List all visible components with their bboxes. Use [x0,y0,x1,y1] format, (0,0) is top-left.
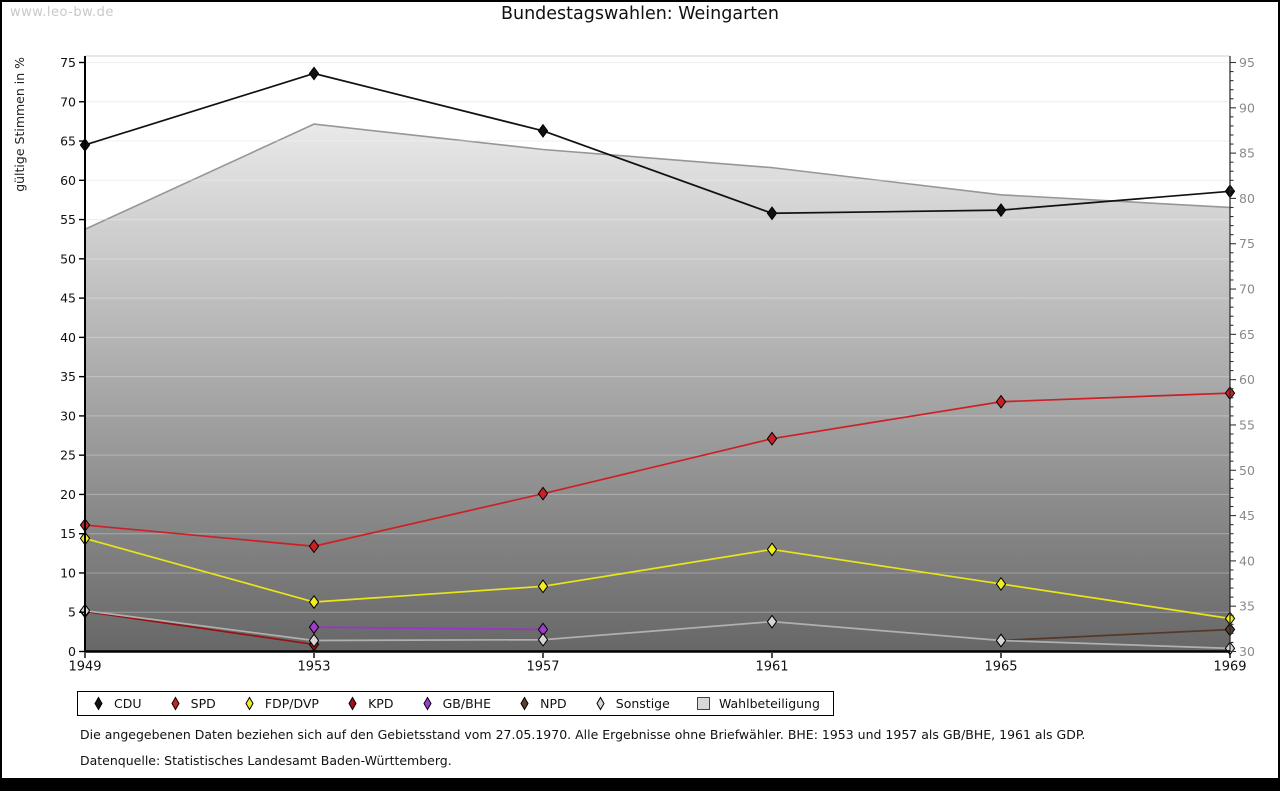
y-left-tick-label: 20 [60,487,76,502]
x-tick-label: 1969 [1213,660,1246,675]
y-right-tick-label: 50 [1239,463,1255,478]
chart-legend: CDU SPD FDP/DVP KPD GB/BHE NPD Sonstige Wahlbet… [77,691,834,716]
watermark: www.leo-bw.de [10,5,114,20]
legend-label: Wahlbeteiligung [718,696,820,711]
y-right-tick-label: 80 [1239,191,1255,206]
legend-item-fdp-dvp: FDP/DVP [242,696,319,711]
legend-label: GB/BHE [442,696,491,711]
footnote-datenquelle: Datenquelle: Statistisches Landesamt Bad… [80,753,452,768]
y-left-tick-label: 65 [60,134,76,149]
y-left-tick-label: 55 [60,212,76,227]
legend-item-npd: NPD [517,696,567,711]
y-left-tick-label: 50 [60,251,76,266]
y-left-tick-label: 40 [60,330,76,345]
legend-diamond-marker [94,696,103,711]
legend-label: Sonstige [615,696,670,711]
legend-item-spd: SPD [168,696,216,711]
x-tick-label: 1965 [984,660,1017,675]
series-line-wahlbeteiligung [84,123,1231,230]
legend-label: SPD [190,696,216,711]
y-right-tick-label: 95 [1239,55,1255,70]
y-left-tick-label: 70 [60,94,76,109]
y-left-tick-label: 25 [60,448,76,463]
y-right-tick-label: 75 [1239,236,1255,251]
legend-diamond-marker [348,696,357,711]
legend-square-marker [696,697,710,710]
y-right-tick-label: 90 [1239,100,1255,115]
series-spd [79,386,1236,554]
y-left-tick-label: 60 [60,173,76,188]
y-right-tick-label: 30 [1239,644,1255,659]
legend-label: CDU [114,696,142,711]
footnote-gebietsstand: Die angegebenen Daten beziehen sich auf … [80,727,1086,742]
y-left-tick-label: 30 [60,408,76,423]
y-left-tick-label: 0 [68,644,76,659]
y-right-tick-label: 40 [1239,553,1255,568]
legend-item-gb-bhe: GB/BHE [420,696,491,711]
y-right-tick-label: 60 [1239,372,1255,387]
y-right-tick-label: 35 [1239,599,1255,614]
legend-diamond-marker [520,696,529,711]
x-tick-label: 1957 [526,660,559,675]
legend-item-kpd: KPD [345,696,393,711]
legend-label: KPD [368,696,394,711]
x-tick-label: 1953 [297,660,330,675]
y-right-tick-label: 65 [1239,327,1255,342]
series-cdu [79,66,1236,221]
legend-item-wahlbeteiligung: Wahlbeteiligung [696,696,820,711]
y-left-tick-label: 10 [60,565,76,580]
page-title: Bundestagswahlen: Weingarten [500,4,780,24]
legend-diamond-marker [596,696,605,711]
y-left-tick-label: 45 [60,291,76,306]
legend-diamond-marker [423,696,432,711]
bottom-bar [2,778,1278,789]
legend-diamond-marker [245,696,254,711]
x-tick-label: 1949 [68,660,101,675]
y-left-tick-label: 5 [68,605,76,620]
y-left-tick-label: 35 [60,369,76,384]
legend-diamond-marker [171,696,180,711]
x-tick-label: 1961 [755,660,788,675]
legend-item-cdu: CDU [91,696,142,711]
y-left-tick-label: 75 [60,55,76,70]
series-area-wahlbeteiligung [85,124,1230,652]
y-right-tick-label: 45 [1239,508,1255,523]
y-right-tick-label: 85 [1239,146,1255,161]
y-right-tick-label: 70 [1239,282,1255,297]
legend-label: NPD [540,696,567,711]
y-left-tick-label: 15 [60,526,76,541]
legend-label: FDP/DVP [264,696,319,711]
y-right-tick-label: 55 [1239,417,1255,432]
legend-item-sonstige: Sonstige [593,696,670,711]
